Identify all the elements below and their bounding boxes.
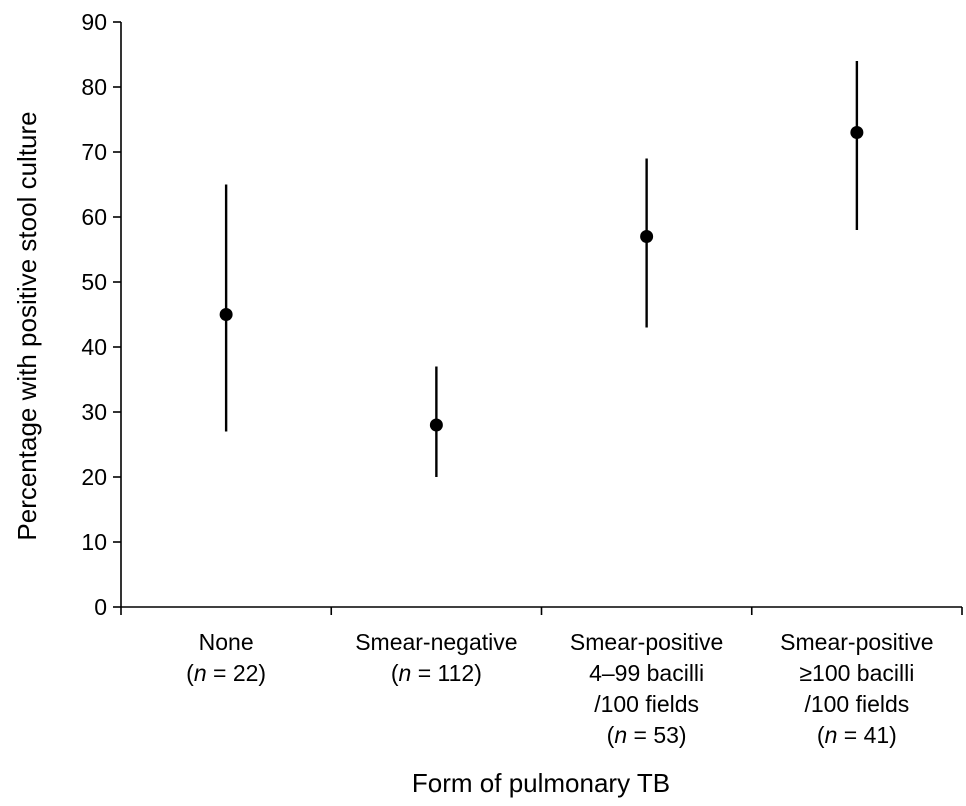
y-tick-label: 80 [81,74,107,100]
y-tick-label: 40 [81,334,107,360]
y-axis-title: Percentage with positive stool culture [12,111,42,540]
data-point [219,308,233,321]
y-tick-label: 30 [81,399,107,425]
y-tick-label: 0 [94,594,107,620]
data-point [640,230,654,243]
y-axis: 0 10 20 30 40 50 60 70 80 90 [81,9,122,620]
data-point [429,418,443,432]
data-point [850,126,864,139]
x-category-label: Smear-positive 4–99 bacilli/100 fields (n … [570,629,723,748]
x-category-label: Smear-negative (n = 112) [355,629,517,686]
y-tick-label: 20 [81,464,107,490]
x-axis: None (n = 22) Smear-negative (n = 112) Smear… [120,606,963,748]
x-category-label: Smear-positive ≥100 bacilli/100 fields (n … [780,629,933,748]
y-tick-label: 70 [81,139,107,165]
x-axis-title: Form of pulmonary TB [412,768,670,798]
y-tick-label: 10 [81,529,107,555]
x-category-label: None (n = 22) [186,629,266,686]
y-tick-label: 50 [81,269,107,295]
y-tick-label: 60 [81,204,107,230]
plot-area [219,61,864,477]
y-tick-label: 90 [81,9,107,35]
